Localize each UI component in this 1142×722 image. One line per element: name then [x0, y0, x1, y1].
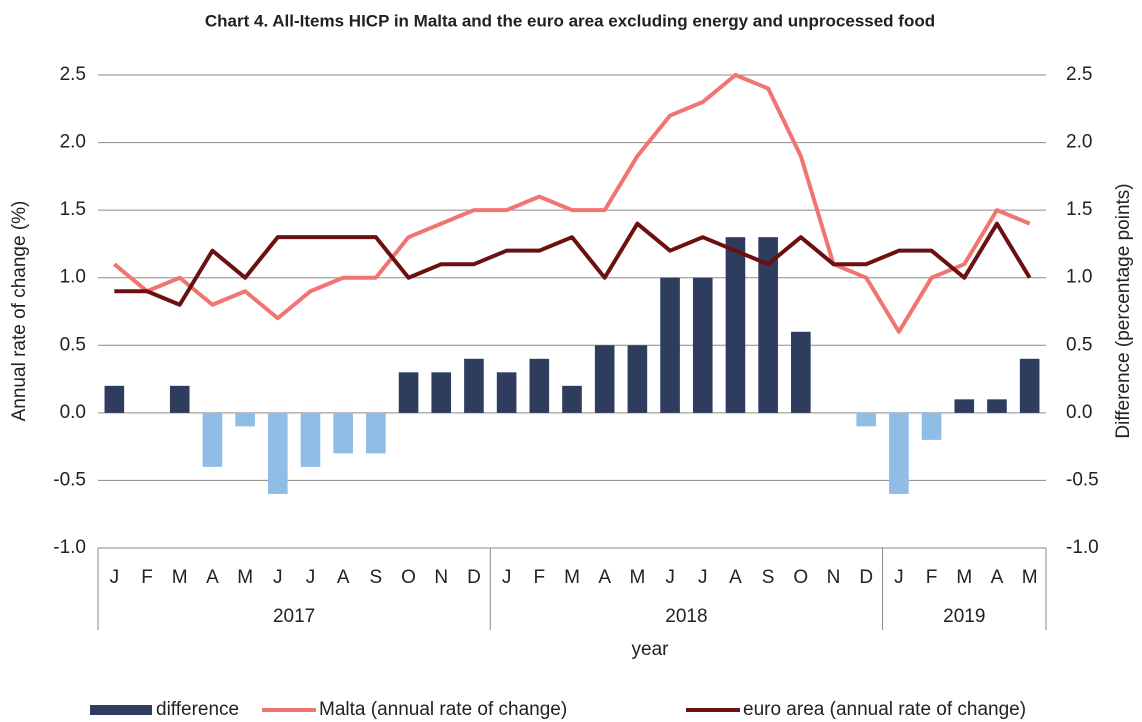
y2-tick-label: 2.0 [1066, 132, 1092, 153]
chart-title: Chart 4. All-Items HICP in Malta and the… [205, 11, 935, 30]
y2-tick-label: 0.0 [1066, 402, 1092, 423]
x-tick-label: D [467, 567, 481, 588]
bar [431, 372, 452, 413]
x-axis-label: year [632, 639, 670, 660]
bar [333, 412, 353, 454]
y2-tick-label: 0.5 [1066, 334, 1092, 355]
y-tick-label: -1.0 [53, 537, 86, 558]
x-tick-label: M [1022, 567, 1038, 588]
x-tick-label: J [273, 567, 283, 588]
x-tick-label: J [502, 567, 512, 588]
x-tick-label: J [894, 567, 904, 588]
bar [562, 385, 582, 413]
x-tick-label: O [793, 567, 808, 588]
bar [464, 358, 484, 413]
y2-tick-label: 1.0 [1066, 267, 1092, 288]
bar [921, 412, 942, 440]
bar [235, 412, 255, 427]
x-tick-label: D [859, 567, 873, 588]
x-tick-label: A [206, 567, 219, 588]
x-tick-label: F [141, 567, 153, 588]
x-tick-label: A [337, 567, 350, 588]
bar [366, 412, 386, 454]
bar [300, 412, 321, 467]
x-group-label: 2018 [665, 606, 707, 627]
x-tick-label: S [370, 567, 383, 588]
line [114, 221, 1032, 307]
y2-tick-label: -1.0 [1066, 537, 1099, 558]
y-tick-label: 0.5 [60, 334, 86, 355]
x-tick-label: S [762, 567, 775, 588]
bar [987, 399, 1007, 413]
x-tick-label: A [598, 567, 611, 588]
x-tick-label: M [237, 567, 253, 588]
legend-label: euro area (annual rate of change) [743, 699, 1026, 720]
bar [889, 412, 909, 494]
bar [856, 412, 877, 427]
y2-tick-label: 2.5 [1066, 64, 1092, 85]
x-group-label: 2017 [273, 606, 315, 627]
bar [791, 331, 811, 413]
bar [496, 372, 517, 413]
bar [594, 345, 615, 413]
bar [529, 358, 550, 413]
y-tick-label: 1.5 [60, 199, 86, 220]
bar [169, 385, 190, 413]
bar [1019, 358, 1040, 413]
bar [104, 385, 125, 413]
x-tick-label: F [926, 567, 938, 588]
legend-label: Malta (annual rate of change) [319, 699, 567, 720]
legend-swatch [90, 705, 152, 715]
y2-axis-label: Difference (percentage points) [1113, 183, 1134, 438]
bar [660, 277, 680, 413]
y-tick-label: 0.0 [60, 402, 86, 423]
x-tick-label: J [306, 567, 316, 588]
x-group-label: 2019 [943, 606, 985, 627]
y2-tick-label: -0.5 [1066, 469, 1099, 490]
y-tick-label: -0.5 [53, 469, 86, 490]
x-tick-label: M [629, 567, 645, 588]
y-tick-label: 2.5 [60, 64, 86, 85]
y2-tick-label: 1.5 [1066, 199, 1092, 220]
bar [758, 237, 778, 413]
x-tick-label: M [956, 567, 972, 588]
x-tick-label: M [172, 567, 188, 588]
x-tick-label: A [729, 567, 742, 588]
y-axis-label: Annual rate of change (%) [9, 201, 30, 422]
x-tick-label: M [564, 567, 580, 588]
x-tick-label: N [434, 567, 448, 588]
bar [627, 345, 648, 413]
bar [202, 412, 223, 467]
bar [267, 412, 288, 494]
bar [725, 237, 746, 413]
bar [692, 277, 713, 413]
x-tick-label: J [698, 567, 708, 588]
line [113, 73, 1031, 334]
bar [954, 399, 975, 413]
x-tick-label: F [534, 567, 546, 588]
legend-label: difference [156, 699, 239, 720]
y-tick-label: 1.0 [60, 267, 86, 288]
bar [398, 372, 419, 413]
x-tick-label: J [665, 567, 675, 588]
x-tick-label: N [827, 567, 841, 588]
x-tick-label: O [401, 567, 416, 588]
y-tick-label: 2.0 [60, 132, 86, 153]
x-tick-label: A [991, 567, 1004, 588]
x-tick-label: J [110, 567, 120, 588]
